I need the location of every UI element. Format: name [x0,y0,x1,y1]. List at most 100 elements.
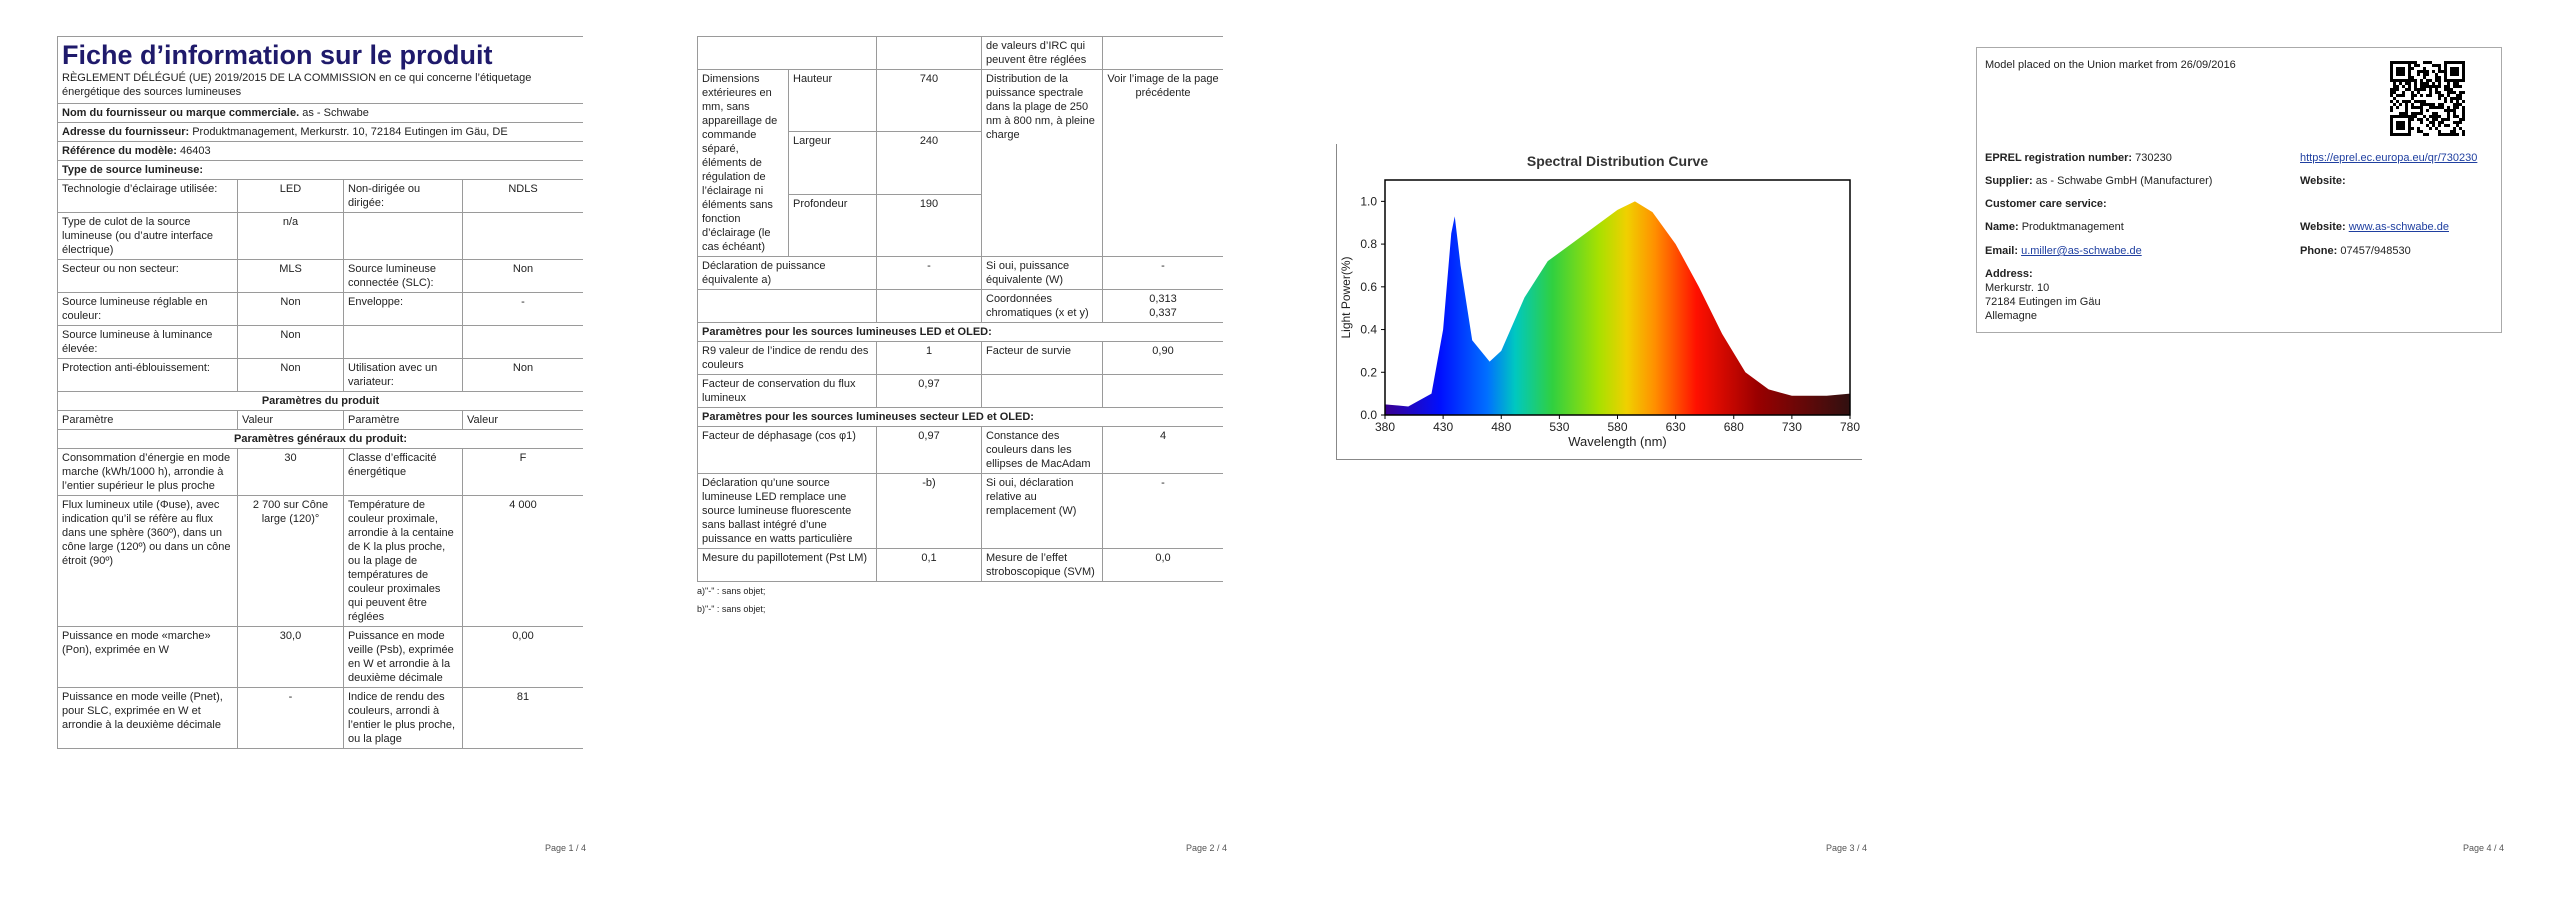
qr-module [2447,82,2450,85]
qr-module [2447,109,2450,112]
text: Facteur de déphasage (cos φ1) [697,426,877,474]
table-row: Adresse du fournisseur: Produktmanagemen… [57,122,583,142]
qr-module [2414,106,2417,109]
text: de valeurs d’IRC qui peuvent être réglée… [981,36,1103,70]
text: 740 [876,68,982,133]
website-link[interactable]: www.as-schwabe.de [2348,221,2449,233]
qr-module [2390,121,2393,124]
qr-module [2396,94,2399,97]
qr-module [2399,103,2402,106]
text: EPREL registration number: [1985,152,2133,164]
qr-module [2456,94,2459,97]
text: Produktmanagement [2021,221,2124,233]
table-cell [343,325,463,359]
text: as - Schwabe [302,107,369,119]
qr-module [2435,76,2438,79]
text: 72184 Eutingen im Gäu [1985,296,2101,308]
qr-module [2444,79,2447,82]
qr-module [2444,76,2447,79]
x-tick-label: 630 [1666,420,1686,434]
qr-module [2456,133,2459,136]
table-row: Paramètres pour les sources lumineuses s… [697,407,1223,427]
qr-module [2399,70,2402,73]
qr-module [2396,88,2399,91]
qr-module [2396,67,2399,70]
qr-module [2438,97,2441,100]
text: Paramètres pour les sources lumineuses L… [697,322,1223,342]
qr-module [2390,100,2393,103]
table-row: Technologie d’éclairage utilisée: LED Non-… [57,179,583,213]
container: de valeurs d’IRC qui peuvent être réglée… [697,36,1224,342]
qr-module [2435,85,2438,88]
qr-module [2417,64,2420,67]
text: Source lumineuse réglable en couleur: [57,292,238,326]
qr-module [2423,133,2426,136]
qr-module [2408,133,2411,136]
qr-module [2447,94,2450,97]
qr-module [2459,121,2462,124]
qr-module [2390,118,2393,121]
qr-module [2390,115,2393,118]
table-row: Paramètres généraux du produit: [57,429,583,449]
text: - [1102,473,1223,549]
text: - [1102,256,1223,290]
text: 2 700 sur Cône large (120)° [237,495,344,627]
qr-module [2438,130,2441,133]
qr-module [2390,91,2393,94]
eprel-link[interactable]: https://eprel.ec.europa.eu/qr/730230 [2300,152,2478,164]
qr-module [2450,61,2453,64]
qr-module [2393,88,2396,91]
qr-module [2456,100,2459,103]
x-tick-label: 780 [1840,420,1860,434]
qr-module [2402,94,2405,97]
text: Website: [2300,221,2346,233]
qr-module [2429,103,2432,106]
qr-module [2396,124,2399,127]
table-row: Paramètres pour les sources lumineuses L… [697,322,1223,342]
qr-module [2432,103,2435,106]
qr-module [2450,73,2453,76]
qr-module [2405,109,2408,112]
qr-module [2450,109,2453,112]
text: Profondeur [788,193,877,258]
table-row: Secteur ou non secteur: MLS Source lumineu… [57,259,583,293]
qr-module [2453,115,2456,118]
qr-module [2393,103,2396,106]
qr-module [2408,73,2411,76]
qr-module [2429,127,2432,130]
text: - [462,292,583,326]
table-row: Facteur de déphasage (cos φ1) 0,97 Constan… [697,426,1223,474]
qr-module [2453,91,2456,94]
qr-module [2423,61,2426,64]
qr-module [2444,109,2447,112]
qr-module [2402,91,2405,94]
email-link[interactable]: u.miller@as-schwabe.de [2021,245,2142,257]
table-cell: Fiche d’information sur le produit RÈGLEM… [57,36,583,104]
qr-module [2462,64,2465,67]
text: Technologie d’éclairage utilisée: [57,179,238,213]
qr-module [2438,121,2441,124]
table-row: Type de source lumineuse: [57,160,583,180]
qr-module [2399,121,2402,124]
qr-module [2462,76,2465,79]
y-tick-label: 0.2 [1360,365,1377,379]
qr-module [2456,67,2459,70]
qr-module [2435,106,2438,109]
qr-module [2438,82,2441,85]
qr-module [2429,79,2432,82]
text: Facteur de survie [981,341,1103,375]
text: 4 [1102,426,1223,474]
container: Paramètres du produit Paramètre Valeur Par… [57,391,583,449]
qr-module [2405,115,2408,118]
text: Source lumineuse à luminance élevée: [57,325,238,359]
table-cell [697,289,877,323]
text: LED [237,179,344,213]
table-cell [697,36,877,70]
qr-module [2447,112,2450,115]
qr-module [2423,82,2426,85]
qr-module [2423,103,2426,106]
qr-module [2432,112,2435,115]
text: RÈGLEMENT DÉLÉGUÉ (UE) 2019/2015 DE LA C… [62,72,532,98]
text: Address: [1985,268,2033,280]
table-row: Profondeur 190 [698,193,1224,258]
